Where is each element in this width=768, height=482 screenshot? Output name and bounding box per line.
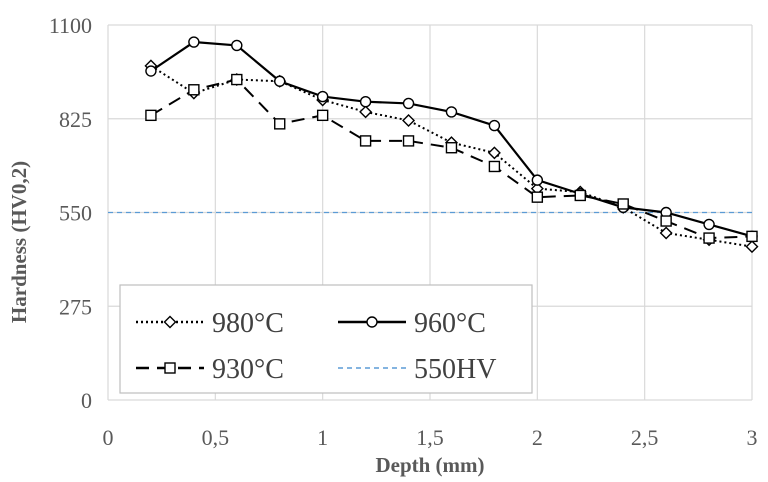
point-960-c (402, 97, 415, 110)
x-tick-label: 0,5 (202, 425, 230, 450)
y-tick-label: 275 (59, 294, 92, 319)
series-930-c (145, 73, 758, 244)
legend-item-930-c: 930°C (136, 354, 284, 385)
x-tick-label: 3 (747, 425, 758, 450)
point-980-c (359, 105, 373, 119)
legend-marker-diamond (163, 315, 177, 329)
point-980-c (659, 226, 673, 240)
point-930-c (359, 135, 372, 147)
point-930-c (660, 215, 672, 227)
y-tick-label: 825 (59, 107, 92, 132)
y-axis-title: Hardness (HV0,2) (7, 161, 31, 323)
x-tick-label: 1 (317, 425, 328, 450)
y-tick-label: 1100 (49, 13, 92, 38)
x-tick-label: 1,5 (416, 425, 444, 450)
point-930-c (531, 191, 544, 203)
legend-marker-square (164, 362, 176, 374)
point-960-c (703, 218, 715, 231)
legend-label: 550HV (414, 354, 496, 385)
legend: 980°C 960°C 930°C 550HV (119, 284, 533, 394)
x-tick-label: 2,5 (631, 425, 659, 450)
point-960-c (145, 65, 157, 77)
point-960-c (274, 75, 286, 87)
point-930-c (574, 189, 586, 202)
point-960-c (359, 96, 372, 108)
legend-marker-circle (366, 316, 378, 328)
series-line-980-c (150, 65, 753, 248)
point-930-c (188, 84, 200, 96)
point-960-c (188, 36, 200, 48)
legend-box (119, 284, 533, 394)
point-960-c (445, 106, 458, 118)
x-tick-label: 2 (532, 425, 543, 450)
point-930-c (316, 109, 329, 122)
legend-label: 960°C (414, 308, 486, 339)
point-960-c (488, 119, 501, 132)
x-axis-title: Depth (mm) (375, 453, 484, 477)
point-930-c (145, 109, 157, 122)
series-line-930-c (150, 78, 753, 240)
point-960-c (531, 174, 544, 186)
legend-item-980-c: 980°C (136, 308, 284, 339)
point-930-c (402, 135, 415, 147)
legend-label: 930°C (212, 354, 284, 385)
point-930-c (445, 142, 458, 154)
legend-item-960-c: 960°C (338, 308, 486, 339)
x-tick-label: 0 (103, 425, 114, 450)
point-930-c (274, 118, 286, 130)
legend-label: 980°C (212, 308, 284, 339)
point-930-c (746, 230, 758, 243)
series-layer (144, 36, 759, 254)
point-980-c (402, 113, 416, 127)
point-930-c (488, 160, 501, 173)
point-980-c (745, 240, 759, 254)
y-tick-label: 0 (81, 388, 92, 413)
point-930-c (231, 73, 243, 86)
point-930-c (617, 198, 629, 210)
tick-labels: 0 275 550 825 1100 0 0,5 1 1,5 2 2,5 3 (49, 13, 758, 450)
point-930-c (703, 232, 715, 244)
point-960-c (316, 90, 329, 103)
point-960-c (231, 39, 243, 52)
legend-item-550hv: 550HV (338, 354, 496, 385)
point-980-c (487, 146, 501, 160)
y-tick-label: 550 (59, 201, 92, 226)
